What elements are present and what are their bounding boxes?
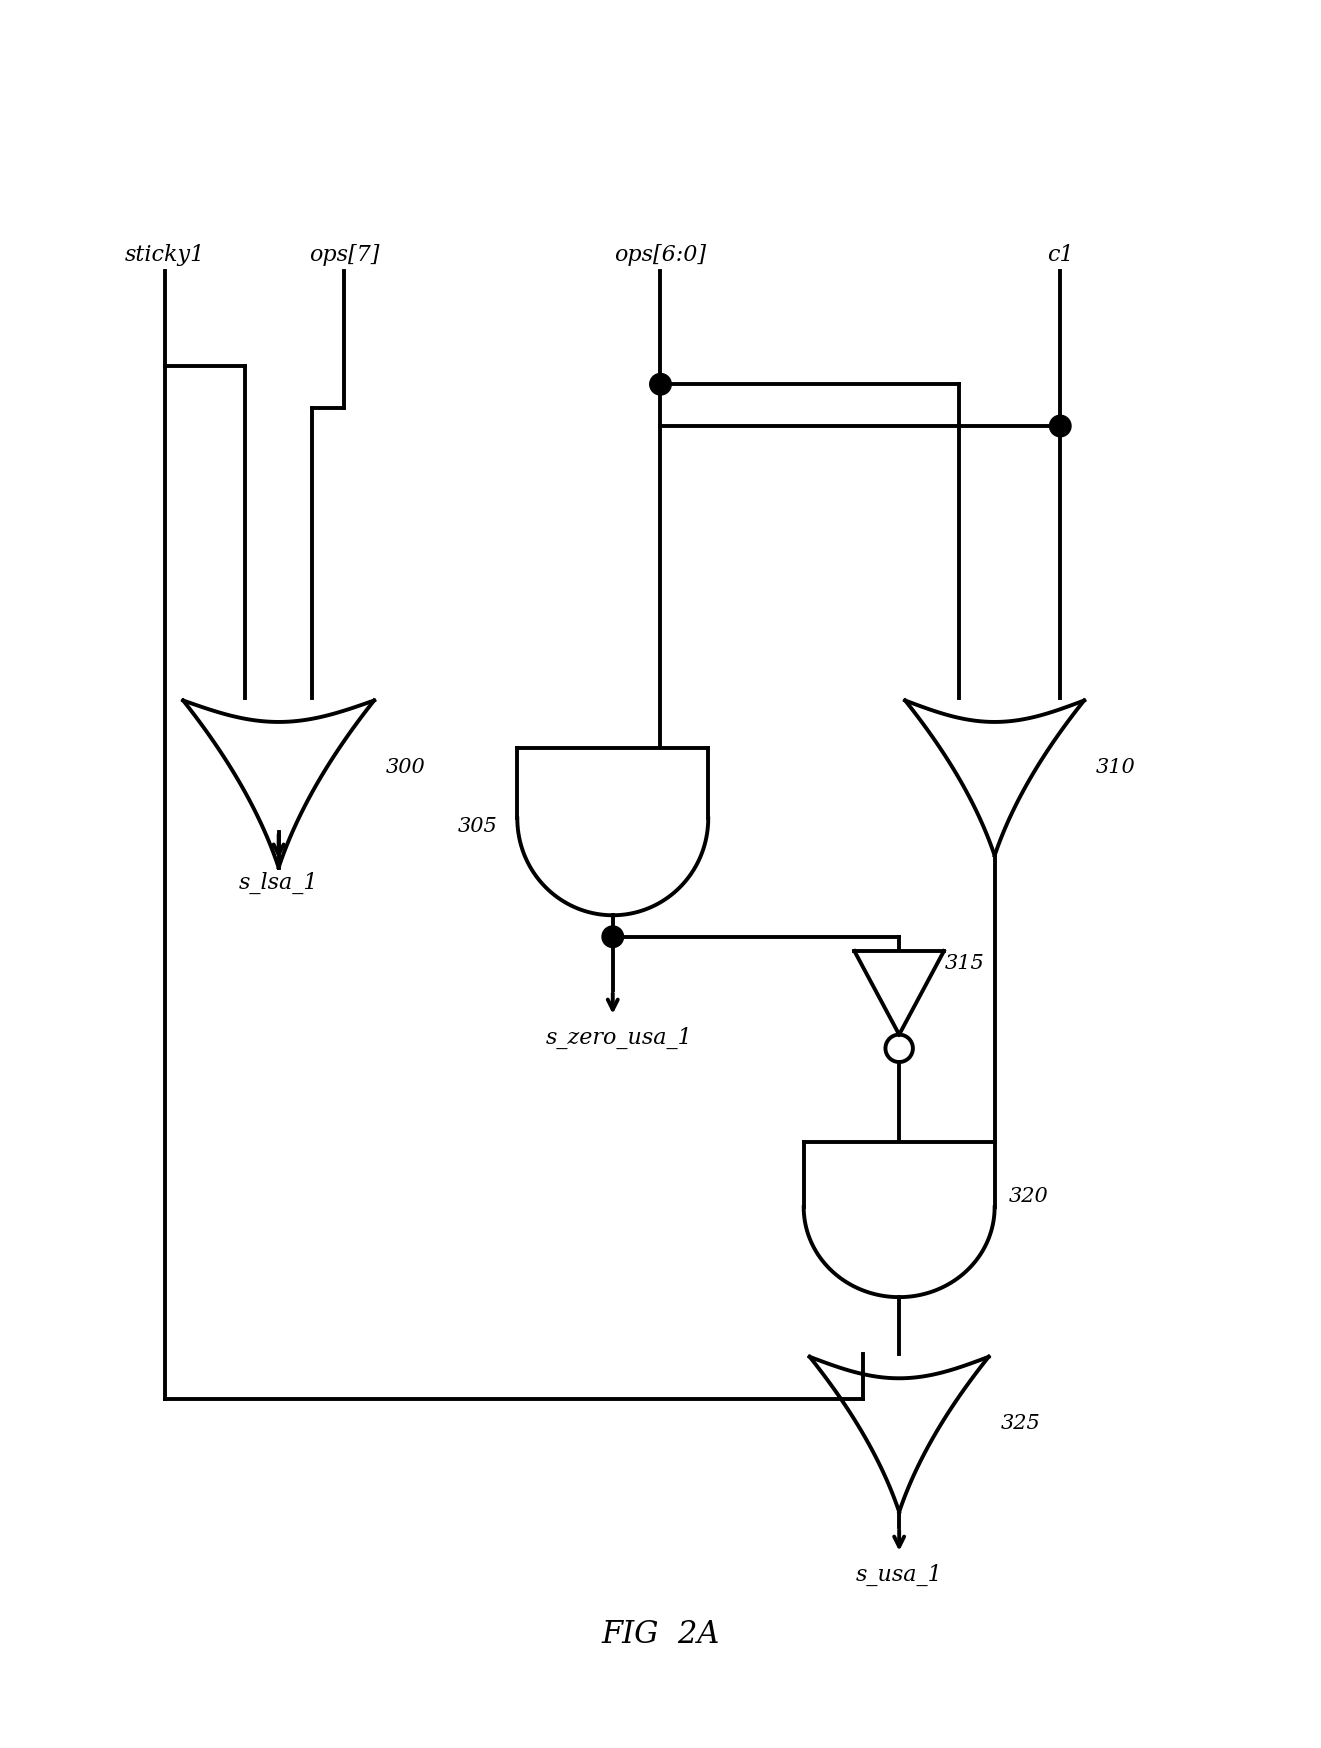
- Text: 305: 305: [457, 816, 498, 836]
- Text: FIG  2A: FIG 2A: [601, 1619, 720, 1648]
- Text: 320: 320: [1009, 1187, 1049, 1206]
- Text: s_lsa_1: s_lsa_1: [239, 872, 318, 893]
- Text: c1: c1: [1048, 243, 1074, 266]
- Text: ops[7]: ops[7]: [309, 243, 379, 266]
- Text: s_zero_usa_1: s_zero_usa_1: [546, 1026, 692, 1049]
- Circle shape: [650, 374, 671, 395]
- Text: sticky1: sticky1: [125, 243, 205, 266]
- Text: 300: 300: [386, 757, 425, 776]
- Text: 310: 310: [1096, 757, 1136, 776]
- Text: s_usa_1: s_usa_1: [856, 1563, 943, 1585]
- Text: 325: 325: [1000, 1412, 1041, 1432]
- Text: 315: 315: [945, 954, 984, 974]
- Text: ops[6:0]: ops[6:0]: [614, 243, 707, 266]
- Circle shape: [602, 926, 624, 947]
- Circle shape: [1049, 416, 1071, 437]
